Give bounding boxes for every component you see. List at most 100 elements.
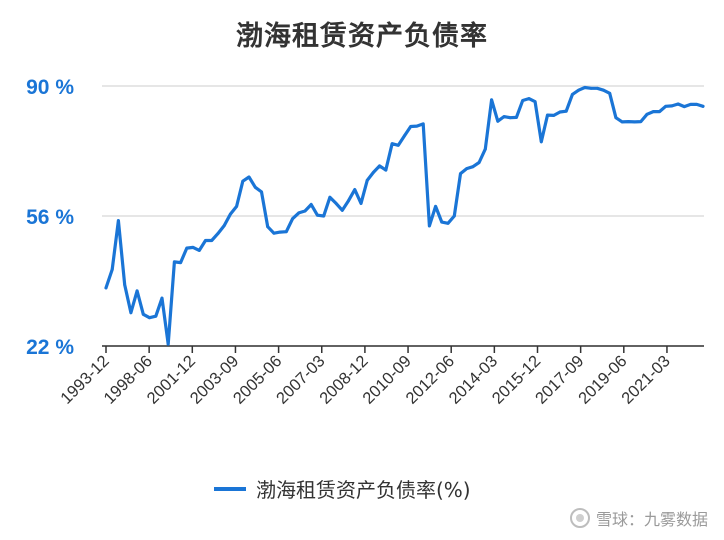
data-point: [191, 246, 195, 249]
data-point: [682, 105, 686, 108]
snowball-logo-icon: [569, 508, 590, 528]
data-point: [658, 110, 661, 113]
data-point: [117, 219, 120, 223]
data-point: [365, 179, 369, 182]
data-point: [533, 100, 537, 104]
data-point: [633, 120, 636, 124]
data-point: [179, 261, 183, 264]
data-point: [141, 312, 145, 316]
data-point: [546, 113, 549, 117]
data-point: [446, 221, 450, 225]
data-point: [297, 211, 301, 215]
x-axis-labels: 1993-121998-062001-122003-092005-062007-…: [57, 352, 674, 408]
data-point: [272, 231, 276, 235]
grid-lines: [102, 85, 704, 347]
data-point: [334, 202, 338, 205]
data-point: [260, 190, 263, 194]
data-point: [428, 224, 431, 228]
data-point: [154, 314, 158, 318]
data-point: [577, 88, 580, 92]
data-point: [409, 125, 413, 128]
data-point: [627, 120, 630, 123]
data-point: [645, 112, 649, 116]
data-point: [216, 232, 220, 236]
data-point: [322, 214, 326, 218]
data-point: [135, 289, 139, 293]
data-point: [104, 286, 108, 290]
data-point: [160, 296, 164, 300]
data-point: [571, 93, 574, 96]
data-point: [483, 147, 487, 151]
data-point: [185, 246, 189, 250]
data-point: [521, 99, 525, 102]
data-point: [340, 208, 344, 212]
data-point: [434, 205, 437, 208]
data-point: [353, 188, 357, 192]
data-point: [701, 104, 705, 108]
data-point: [421, 122, 425, 126]
data-point: [222, 224, 226, 228]
legend-label: 渤海租赁资产负债率(%): [256, 478, 471, 502]
data-point: [452, 214, 456, 218]
legend: 渤海租赁资产负债率(%): [214, 474, 471, 503]
x-tick-label: 2021-03: [618, 352, 674, 408]
series-layer: [104, 85, 705, 346]
data-point: [328, 195, 332, 199]
data-point: [347, 199, 350, 203]
data-point: [316, 213, 319, 217]
data-point: [515, 116, 518, 119]
data-point: [229, 212, 232, 216]
data-point: [490, 98, 493, 102]
data-point: [110, 268, 114, 271]
data-point: [670, 104, 674, 108]
data-point: [253, 185, 257, 189]
data-point: [284, 230, 288, 234]
y-tick-label: 90 %: [26, 76, 74, 99]
data-point: [477, 161, 481, 164]
data-point: [278, 230, 282, 234]
data-point: [564, 109, 568, 113]
data-point: [608, 91, 612, 95]
data-point: [620, 120, 624, 124]
data-point: [639, 120, 643, 123]
data-point: [247, 175, 251, 179]
x-axis: [102, 345, 704, 353]
data-point: [235, 205, 239, 208]
data-point: [527, 97, 531, 100]
legend-swatch: [214, 486, 246, 491]
data-point: [508, 116, 512, 120]
watermark-text: 雪球：九雾数据: [595, 510, 708, 529]
data-point: [390, 142, 394, 146]
data-point: [197, 249, 201, 252]
data-point: [403, 134, 406, 138]
data-point: [689, 103, 692, 106]
data-point: [695, 103, 699, 106]
data-point: [303, 209, 307, 213]
data-point: [589, 86, 593, 90]
data-point: [651, 110, 655, 113]
data-point: [602, 88, 605, 92]
data-point: [552, 114, 556, 117]
data-point: [166, 342, 170, 346]
data-point: [210, 239, 214, 242]
data-point: [595, 86, 599, 90]
data-point: [241, 179, 245, 183]
y-tick-label: 56 %: [26, 206, 74, 229]
data-point: [384, 168, 388, 172]
data-point: [471, 165, 475, 169]
data-point: [465, 167, 469, 171]
data-point: [502, 115, 506, 118]
data-point: [129, 311, 133, 315]
y-tick-label: 22 %: [26, 336, 74, 359]
data-point: [378, 164, 381, 168]
data-point: [676, 102, 680, 106]
data-point: [459, 172, 462, 176]
data-point: [266, 225, 270, 229]
data-point: [309, 203, 313, 206]
data-point: [583, 86, 587, 89]
data-point: [396, 143, 400, 147]
data-point: [415, 124, 419, 128]
chart-title: 渤海租赁资产负债率: [236, 21, 488, 52]
data-point: [440, 220, 444, 224]
